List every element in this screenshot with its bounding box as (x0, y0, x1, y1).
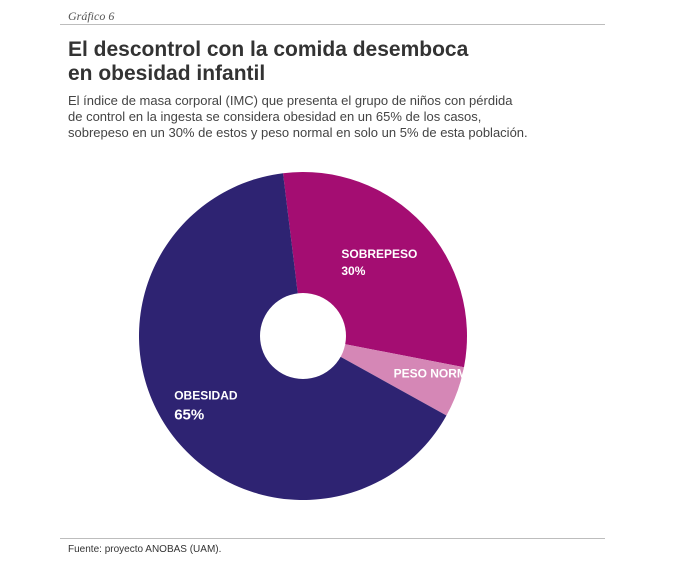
donut-hole (260, 293, 346, 379)
slice-label-obesidad: OBESIDAD (174, 388, 238, 402)
slice-peso-normal (303, 336, 464, 416)
source-note: Fuente: proyecto ANOBAS (UAM). (68, 544, 222, 555)
chart-title-line-1: El descontrol con la comida desemboca (68, 38, 469, 61)
graphic-number-label: Gráfico 6 (68, 9, 115, 23)
chart-subtitle: El índice de masa corporal (IMC) que pre… (68, 93, 568, 141)
chart-title: El descontrol con la comida desemboca en… (68, 38, 548, 86)
slice-labels: SOBREPESO 30% PESO NORMAL 5% OBESIDAD 65% (174, 247, 483, 423)
slice-value-peso-normal: 5% (466, 384, 484, 398)
slice-value-obesidad: 65% (174, 406, 204, 423)
bottom-divider (60, 538, 605, 539)
slice-label-peso-normal: PESO NORMAL (394, 367, 483, 381)
chart-subtitle-line-3: sobrepeso en un 30% de estos y peso norm… (68, 125, 528, 140)
chart-subtitle-line-1: El índice de masa corporal (IMC) que pre… (68, 93, 513, 108)
slice-label-sobrepeso: SOBREPESO (341, 247, 417, 261)
slice-value-sobrepeso: 30% (341, 264, 365, 278)
top-divider (60, 24, 605, 25)
chart-title-line-2: en obesidad infantil (68, 62, 266, 85)
chart-subtitle-line-2: de control en la ingesta se considera ob… (68, 109, 482, 124)
